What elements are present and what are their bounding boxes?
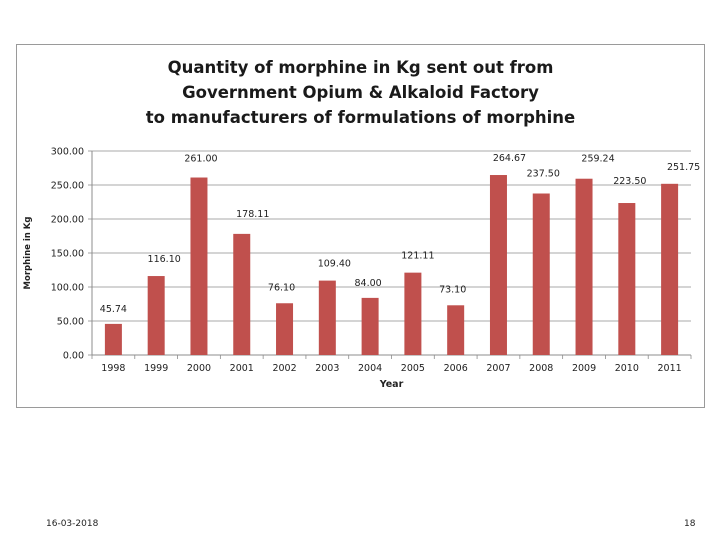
x-tick-label: 1999 xyxy=(144,363,168,374)
bar xyxy=(618,203,636,355)
data-label: 237.50 xyxy=(527,169,560,180)
data-label: 76.10 xyxy=(268,282,295,293)
bar xyxy=(575,178,593,355)
chart-frame: Quantity of morphine in Kg sent out from… xyxy=(16,44,705,408)
x-tick-label: 2003 xyxy=(315,363,339,374)
slide-date: 16-03-2018 xyxy=(46,519,99,529)
x-tick-label: 2006 xyxy=(444,363,468,374)
x-tick-label: 2010 xyxy=(615,363,639,374)
x-tick-label: 2002 xyxy=(272,363,296,374)
x-axis-title: Year xyxy=(379,379,404,390)
bar xyxy=(361,297,379,355)
bar xyxy=(276,303,294,355)
y-tick-label: 150.00 xyxy=(51,249,84,260)
data-label: 84.00 xyxy=(355,278,382,289)
chart-title-line-1: Quantity of morphine in Kg sent out from xyxy=(167,58,554,77)
x-tick-label: 2009 xyxy=(572,363,596,374)
x-tick-label: 2005 xyxy=(401,363,425,374)
slide-page-number: 18 xyxy=(684,519,696,529)
chart-title: Quantity of morphine in Kg sent out from… xyxy=(17,55,704,130)
x-tick-label: 2004 xyxy=(358,363,382,374)
bar xyxy=(104,323,122,355)
data-label: 121.11 xyxy=(401,251,434,262)
x-tick-label: 1998 xyxy=(101,363,125,374)
data-label: 223.50 xyxy=(613,176,646,187)
y-tick-label: 100.00 xyxy=(51,283,84,294)
bar xyxy=(147,276,165,355)
bar xyxy=(532,193,550,355)
bar xyxy=(489,175,507,355)
bar xyxy=(661,183,679,355)
data-label: 259.24 xyxy=(581,154,614,165)
bar xyxy=(190,177,208,355)
data-label: 109.40 xyxy=(318,259,351,270)
y-tick-label: 300.00 xyxy=(51,147,84,158)
x-tick-label: 2011 xyxy=(658,363,682,374)
data-label: 261.00 xyxy=(184,154,217,165)
y-tick-label: 200.00 xyxy=(51,215,84,226)
y-tick-label: 0.00 xyxy=(63,351,84,362)
bar xyxy=(233,233,251,355)
x-tick-label: 2000 xyxy=(187,363,211,374)
x-tick-label: 2007 xyxy=(486,363,510,374)
x-tick-label: 2008 xyxy=(529,363,553,374)
bar xyxy=(447,305,465,355)
data-label: 116.10 xyxy=(148,254,181,265)
y-tick-label: 50.00 xyxy=(57,317,84,328)
y-tick-label: 250.00 xyxy=(51,181,84,192)
y-axis-title: Morphine in Kg xyxy=(23,217,33,290)
data-label: 251.75 xyxy=(667,162,700,173)
bar xyxy=(404,272,422,355)
x-tick-label: 2001 xyxy=(230,363,254,374)
data-label: 178.11 xyxy=(236,209,269,220)
data-label: 45.74 xyxy=(100,304,127,315)
bar xyxy=(318,280,336,355)
chart-title-line-2: Government Opium & Alkaloid Factory xyxy=(182,83,539,102)
bar-chart: 0.00 50.00 100.00 150.00 200.00 250.00 300.00 M… xyxy=(23,147,700,391)
data-label: 73.10 xyxy=(439,284,466,295)
data-label: 264.67 xyxy=(493,153,526,164)
chart-title-line-3: to manufacturers of formulations of morp… xyxy=(145,108,576,127)
